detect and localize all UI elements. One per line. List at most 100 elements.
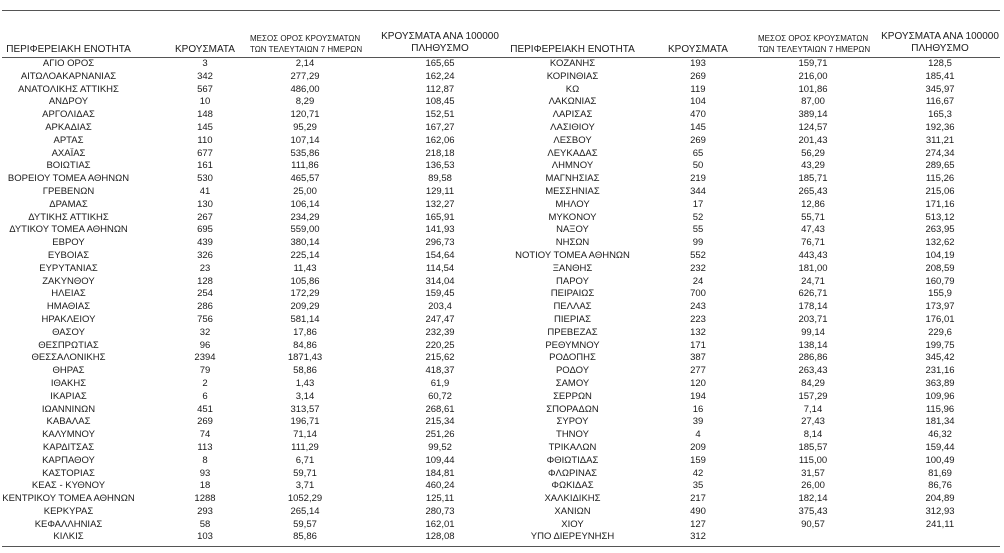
cases-cell: 110 <box>197 134 213 146</box>
avg-cell: 111,29 <box>291 441 319 453</box>
table-row: ΑΓΙΟ ΟΡΟΣ 3 2,14 165,65 <box>0 58 510 71</box>
avg-cell: 277,29 <box>290 70 320 82</box>
region-cell: ΦΘΙΩΤΙΔΑΣ <box>546 454 599 466</box>
avg-cell: 465,57 <box>290 173 320 185</box>
avg-cell: 535,86 <box>290 147 320 159</box>
region-cell: ΙΘΑΚΗΣ <box>50 377 87 389</box>
cases-cell: 65 <box>692 147 704 159</box>
table-row: ΡΕΘΥΜΝΟΥ 171 138,14 199,75 <box>505 340 1004 353</box>
region-cell: ΛΗΜΝΟΥ <box>551 160 594 172</box>
per100k-cell: 165,65 <box>425 58 455 69</box>
cases-cell: 58 <box>199 518 211 530</box>
table-row: ΤΡΙΚΑΛΩΝ 209 185,57 159,44 <box>505 442 1004 455</box>
avg-cell: 209,29 <box>290 301 320 313</box>
per100k-cell: 181,34 <box>925 416 955 428</box>
per100k-cell: 274,34 <box>925 147 955 159</box>
region-cell: ΚΑΒΑΛΑΣ <box>46 416 91 428</box>
avg-cell: 111,86 <box>291 160 319 172</box>
cases-cell: 209 <box>690 441 706 453</box>
table-row: ΜΑΓΝΗΣΙΑΣ 219 185,71 115,26 <box>505 173 1004 186</box>
per100k-cell: 141,93 <box>425 224 455 236</box>
avg-cell: 8,14 <box>803 429 823 441</box>
table-row: ΛΑΡΙΣΑΣ 470 389,14 165,3 <box>505 109 1004 122</box>
avg-cell: 31,57 <box>801 467 825 479</box>
region-cell: ΘΑΣΟΥ <box>52 326 85 338</box>
per100k-cell: 125,11 <box>425 493 455 505</box>
region-cell: ΡΟΔΟΠΗΣ <box>549 352 596 364</box>
avg-cell: 3,71 <box>295 480 315 492</box>
table-row: ΑΧΑΪΑΣ 677 535,86 218,18 <box>0 148 510 161</box>
per100k-cell: 171,16 <box>925 198 955 210</box>
per100k-cell: 513,12 <box>925 211 955 223</box>
table-row: ΙΚΑΡΙΑΣ 6 3,14 60,72 <box>0 391 510 404</box>
per100k-cell: 114,54 <box>425 262 455 274</box>
region-cell: ΤΗΝΟΥ <box>556 429 589 441</box>
avg-cell: 56,29 <box>801 147 825 159</box>
region-cell: ΗΡΑΚΛΕΙΟΥ <box>41 313 96 325</box>
per100k-cell: 203,4 <box>428 301 452 313</box>
region-cell: ΑΡΤΑΣ <box>53 134 84 146</box>
cases-cell: 17 <box>692 198 704 210</box>
region-cell: ΦΩΚΙΔΑΣ <box>551 480 594 492</box>
per100k-cell: 215,34 <box>425 416 455 428</box>
region-cell: ΤΡΙΚΑΛΩΝ <box>548 441 597 453</box>
per100k-cell: 363,89 <box>925 377 955 389</box>
region-cell: ΝΟΤΙΟΥ ΤΟΜΕΑ ΑΘΗΝΩΝ <box>515 249 630 261</box>
per100k-cell: 108,45 <box>425 96 455 108</box>
cases-cell: 39 <box>692 416 704 428</box>
table-row: ΣΕΡΡΩΝ 194 157,29 109,96 <box>505 391 1004 404</box>
region-cell: ΙΚΑΡΙΑΣ <box>50 390 87 402</box>
region-cell: ΦΛΩΡΙΝΑΣ <box>547 467 598 479</box>
table-row: ΙΘΑΚΗΣ 2 1,43 61,9 <box>0 378 510 391</box>
per100k-cell: 160,79 <box>925 275 955 287</box>
avg-cell: 106,14 <box>290 198 320 210</box>
avg-cell: 234,29 <box>290 211 320 223</box>
cases-cell: 756 <box>197 313 213 325</box>
avg-cell: 47,43 <box>801 224 825 236</box>
region-cell: ΑΙΤΩΛΟΑΚΑΡΝΑΝΙΑΣ <box>20 70 117 82</box>
cases-cell: 552 <box>690 249 706 261</box>
table-row: ΚΩ 119 101,86 345,97 <box>505 84 1004 97</box>
avg-cell: 443,43 <box>798 249 828 261</box>
per100k-cell: 296,73 <box>425 237 455 249</box>
table-row: ΞΑΝΘΗΣ 232 181,00 208,59 <box>505 263 1004 276</box>
per100k-cell: 46,32 <box>928 429 952 441</box>
region-cell: ΘΕΣΣΑΛΟΝΙΚΗΣ <box>31 352 106 364</box>
cases-cell: 490 <box>690 505 706 517</box>
table-row: ΚΟΖΑΝΗΣ 193 159,71 128,5 <box>505 58 1004 71</box>
per100k-cell: 345,97 <box>925 83 955 95</box>
region-cell: ΑΝΑΤΟΛΙΚΗΣ ΑΤΤΙΚΗΣ <box>18 83 119 95</box>
cases-cell: 223 <box>690 313 706 325</box>
per100k-cell: 418,37 <box>425 365 455 377</box>
cases-cell: 119 <box>690 83 706 95</box>
cases-cell: 96 <box>199 339 211 351</box>
cases-cell: 52 <box>692 211 704 223</box>
cases-cell: 120 <box>690 377 706 389</box>
per100k-cell: 345,42 <box>925 352 955 364</box>
table-row: ΚΑΒΑΛΑΣ 269 196,71 215,34 <box>0 416 510 429</box>
avg-cell: 90,57 <box>801 518 825 530</box>
region-cell: ΑΡΚΑΔΙΑΣ <box>45 121 92 133</box>
table-row: ΚΙΛΚΙΣ 103 85,86 128,08 <box>0 531 510 544</box>
table-row: ΠΕΛΛΑΣ 243 178,14 173,97 <box>505 301 1004 314</box>
avg-cell: 25,00 <box>293 185 317 197</box>
header-avg-line2: ΤΩΝ ΤΕΛΕΥΤΑΙΩΝ 7 ΗΜΕΡΩΝ <box>250 45 363 54</box>
cases-cell: 217 <box>690 493 706 505</box>
avg-cell: 26,00 <box>801 480 825 492</box>
region-cell: ΛΑΣΙΘΙΟΥ <box>550 121 595 133</box>
per100k-cell: 61,9 <box>430 377 450 389</box>
avg-cell: 1,43 <box>295 377 315 389</box>
table-row: ΠΑΡΟΥ 24 24,71 160,79 <box>505 276 1004 289</box>
per100k-cell: 176,01 <box>925 313 955 325</box>
avg-cell: 172,29 <box>290 288 320 300</box>
region-cell: ΚΟΡΙΝΘΙΑΣ <box>546 70 599 82</box>
per100k-cell: 268,61 <box>425 403 455 415</box>
per100k-cell: 154,64 <box>425 249 455 261</box>
per100k-cell: 215,06 <box>925 185 955 197</box>
cases-cell: 286 <box>197 301 213 313</box>
region-cell: ΗΛΕΙΑΣ <box>51 288 86 300</box>
header-cases: ΚΡΟΥΣΜΑΤΑ <box>175 44 235 55</box>
per100k-cell: 60,72 <box>428 390 452 402</box>
table-row: ΥΠΟ ΔΙΕΡΕΥΝΗΣΗ 312 <box>505 531 1004 544</box>
region-cell: ΛΑΚΩΝΙΑΣ <box>548 96 597 108</box>
